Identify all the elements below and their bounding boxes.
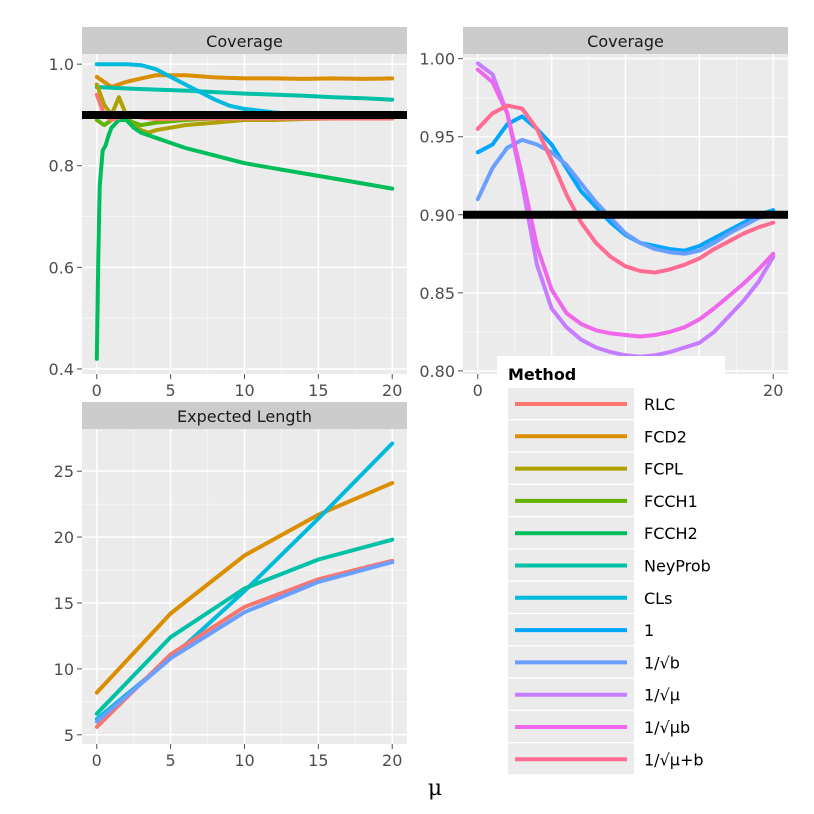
coverage-panel-right: Coverage 0 20 0.80 0.85 0.90 0.95 1.00 xyxy=(419,27,788,400)
series-group-right xyxy=(475,61,776,359)
coverage-right-title: Coverage xyxy=(587,32,664,51)
expected-length-y-tick-label: 5 xyxy=(64,726,74,745)
coverage-left-series-line xyxy=(94,85,395,102)
expected-length-x-tick-label: 20 xyxy=(382,751,402,770)
expected-length-y-tick-label: 15 xyxy=(54,594,74,613)
coverage-left-y-tick-label: 0.4 xyxy=(49,360,74,379)
expected-length-series-line xyxy=(94,481,395,695)
legend-items: RLC FCD2 FCPL FCCH1 FCCH2 NeyProb CLs 1 1/√b 1/√μ… xyxy=(508,388,711,775)
coverage-left-x-tick-label: 5 xyxy=(166,381,176,400)
expected-length-series-line xyxy=(94,560,395,724)
coverage-left-series-line xyxy=(94,73,395,89)
expected-length-y-tick-label: 20 xyxy=(54,528,74,547)
coverage-right-series-line xyxy=(475,61,776,359)
series-group-expected-length xyxy=(94,441,395,729)
coverage-left-y-tick-label: 0.6 xyxy=(49,258,74,277)
ticks-right: 0 20 0.80 0.85 0.90 0.95 1.00 xyxy=(419,50,783,400)
expected-length-y-tick-label: 10 xyxy=(54,660,74,679)
coverage-left-y-tick-label: 0.8 xyxy=(49,157,74,176)
legend-entry-label: CLs xyxy=(644,589,672,608)
expected-length-series-line xyxy=(94,537,395,716)
coverage-right-x-tick-label: 20 xyxy=(763,381,783,400)
expected-length-x-tick-label: 0 xyxy=(92,751,102,770)
legend-entry-label: FCCH1 xyxy=(644,492,698,511)
coverage-right-series-line xyxy=(475,67,776,339)
legend-entry-label: 1/√b xyxy=(644,653,680,672)
legend-entry-label: FCD2 xyxy=(644,427,687,446)
coverage-left-title: Coverage xyxy=(206,32,283,51)
ticks-left: 0 5 10 15 20 0.4 0.6 0.8 1.0 xyxy=(49,55,403,400)
coverage-left-y-tick-label: 1.0 xyxy=(49,55,74,74)
coverage-right-y-tick-label: 0.80 xyxy=(419,362,455,381)
legend: Method RLC FCD2 FCPL FCCH1 FCCH2 NeyProb CLs 1 1… xyxy=(497,356,725,776)
coverage-right-series-line xyxy=(475,103,776,275)
coverage-right-y-tick-label: 0.90 xyxy=(419,206,455,225)
coverage-panel-left: Coverage 0 5 10 15 20 0.4 0.6 0.8 1.0 xyxy=(49,27,407,400)
coverage-right-y-tick-label: 0.85 xyxy=(419,284,455,303)
x-axis-label: μ xyxy=(428,776,442,801)
expected-length-x-tick-label: 15 xyxy=(308,751,328,770)
legend-entry-label: FCCH2 xyxy=(644,524,698,543)
coverage-right-series-line xyxy=(475,137,776,256)
coverage-right-y-tick-label: 0.95 xyxy=(419,128,455,147)
legend-entry-label: NeyProb xyxy=(644,557,711,576)
expected-length-x-tick-label: 5 xyxy=(166,751,176,770)
coverage-left-series-line xyxy=(94,118,395,361)
coverage-left-x-tick-label: 20 xyxy=(382,381,402,400)
coverage-left-x-tick-label: 15 xyxy=(308,381,328,400)
legend-entry-label: 1/√μ xyxy=(644,686,680,705)
coverage-right-x-tick-label: 0 xyxy=(473,381,483,400)
gridlines-expected-length xyxy=(82,429,407,744)
expected-length-title: Expected Length xyxy=(177,407,312,426)
strip-bg-left xyxy=(82,27,407,54)
coverage-right-y-tick-label: 1.00 xyxy=(419,50,455,69)
legend-entry-label: 1/√μb xyxy=(644,718,690,737)
coverage-left-x-tick-label: 10 xyxy=(234,381,254,400)
coverage-left-x-tick-label: 0 xyxy=(92,381,102,400)
legend-entry-label: FCPL xyxy=(644,460,683,479)
legend-title: Method xyxy=(508,365,576,384)
legend-entry-label: RLC xyxy=(644,395,675,414)
expected-length-y-tick-label: 25 xyxy=(54,462,74,481)
strip-bg-expected-length xyxy=(82,402,407,429)
legend-entry-label: 1/√μ+b xyxy=(644,750,704,769)
strip-bg-right xyxy=(463,27,788,54)
legend-entry-label: 1 xyxy=(644,621,654,640)
expected-length-x-tick-label: 10 xyxy=(234,751,254,770)
